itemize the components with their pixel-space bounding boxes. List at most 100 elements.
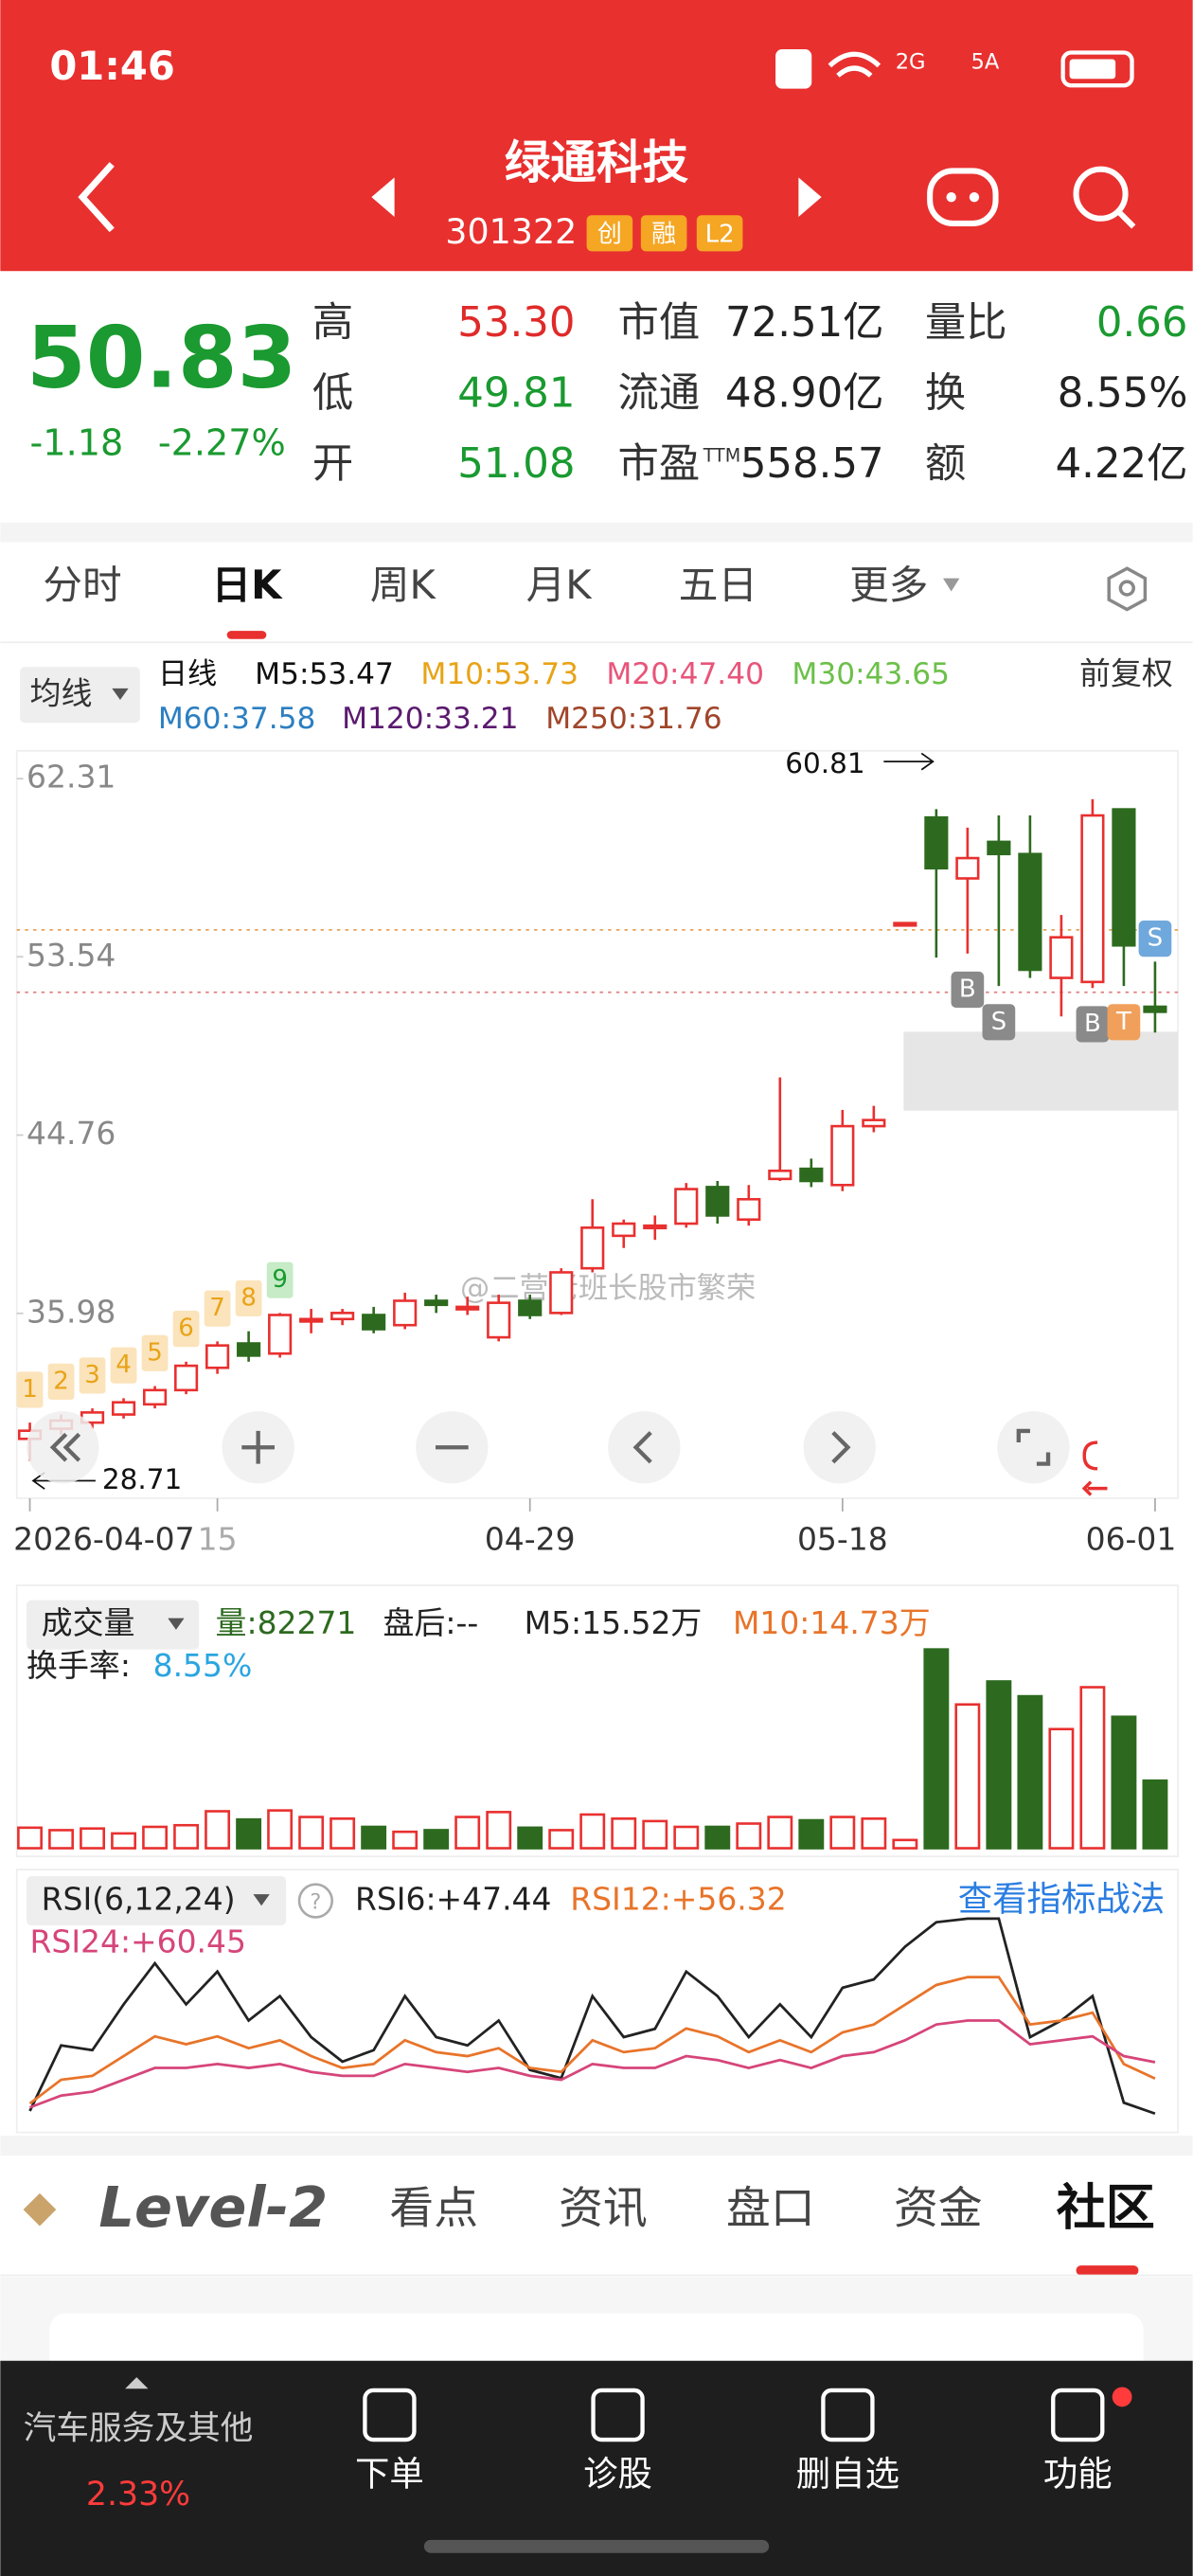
tab[interactable]: 日K [212,562,284,608]
stats: 高 53.30 市值 72.51亿 量比 0.66 低 49.81 流通 48.90亿换 8.55%… [312,299,1188,488]
volume-bar [267,1809,294,1850]
panel-title: 成交量 [42,1604,135,1641]
volume-bar [642,1819,668,1850]
volume-bar [611,1817,637,1850]
search-icon[interactable] [1073,166,1136,229]
candle-body [893,921,917,927]
stat-label: 低 [312,370,353,418]
stat-label: 市盈 [618,440,701,488]
nav-icon[interactable] [591,2388,645,2442]
scroll-right-icon [831,1431,851,1464]
reset-icon[interactable] [1081,1440,1108,1496]
nav-icon[interactable] [363,2388,417,2442]
turnover: 8.55% [153,1647,253,1684]
sequence-label: 7 [209,1294,225,1322]
nav-label[interactable]: 删自选 [796,2454,899,2495]
tab[interactable]: 分时 [43,562,121,608]
y-tick-label: 62.31 [27,759,116,796]
trade-marker [982,1004,1016,1041]
candle-body [674,1188,699,1225]
chart-controls [27,1411,1108,1496]
candle-body [705,1186,730,1217]
candle-body [518,1299,543,1316]
volume-bar [173,1823,200,1850]
volume-bar [423,1829,450,1850]
settings-icon[interactable] [1107,566,1148,612]
bottom-tab[interactable]: 看点 [389,2183,478,2234]
candle-body [362,1314,386,1331]
help-icon[interactable] [297,1883,334,1919]
sequence-label: 6 [178,1315,194,1343]
legend-entry: 日线 [158,657,217,691]
legend-button[interactable] [20,667,140,724]
nav-label[interactable]: 下单 [355,2454,424,2495]
trade-marker-label: B [959,975,976,1004]
badge-bg [586,215,633,252]
candle-body [1112,808,1136,947]
candle-body [299,1317,324,1323]
candle-body [1143,1005,1167,1013]
legend-entry: M10:14.73万 [733,1604,931,1641]
y-tick-label: 35.98 [27,1293,116,1330]
bottom-tab[interactable]: 社区 [1057,2180,1155,2237]
y-tick-label: 53.54 [27,937,116,974]
brand-tab[interactable]: Level-2 [98,2174,328,2240]
stat-label: 额 [925,440,966,488]
candle-body [205,1344,230,1369]
fast-back[interactable] [27,1411,99,1484]
sector-name[interactable]: 汽车服务及其他 [24,2410,254,2448]
candle-body [799,1167,824,1183]
badge: 融 [651,221,676,249]
legend-entry: M60:37.58 [158,702,316,736]
bottom-tab[interactable]: 资讯 [559,2183,648,2234]
candle-body [330,1312,355,1321]
prev-stock[interactable] [371,177,395,217]
badge-dot [1112,2387,1132,2407]
tab[interactable]: 五日 [679,562,757,608]
candle-body [1049,936,1074,979]
y-tick-label: 44.76 [27,1115,116,1152]
x-tick-label: 06-01 [1086,1521,1177,1558]
scroll-left[interactable] [608,1411,681,1484]
volume-bar [923,1648,950,1850]
time: 01:46 [49,43,175,89]
back-button[interactable] [78,162,115,233]
robot-icon[interactable] [927,168,999,226]
nav-label[interactable]: 功能 [1043,2454,1113,2495]
legend-button-label: 均线 [30,674,93,711]
bottom-tab[interactable]: 盘口 [726,2183,815,2234]
tab[interactable]: 月K [526,562,594,608]
candle-body [268,1314,293,1355]
volume-bar [736,1822,762,1850]
stat-label: 换 [925,370,966,418]
adjust[interactable]: 前复权 [1079,654,1173,691]
volume-bar [517,1826,543,1850]
sequence-bg [266,1261,294,1298]
dropdown [168,1618,185,1630]
candle-body [987,840,1011,856]
tab[interactable]: 周K [370,562,437,608]
candle-body [424,1299,449,1307]
legend-button[interactable] [27,1600,200,1650]
indicator-link[interactable]: 查看指标战法 [958,1879,1165,1920]
scroll-right[interactable] [803,1411,876,1484]
tabs: 分时 日K 周K 月K 五日 更多 [43,562,960,639]
fullscreen[interactable] [997,1411,1070,1484]
sequence-bg [16,1371,44,1408]
legend-button[interactable] [27,1876,287,1926]
volume-bar [361,1825,387,1850]
battery [1060,50,1134,88]
legend-entry: M5:15.52万 [525,1604,703,1641]
stat-label: 开 [312,440,353,488]
volume-bar [548,1829,575,1850]
bottom-tab[interactable]: 资金 [894,2183,983,2234]
volume-bar [1142,1779,1168,1850]
nav-icon[interactable] [821,2388,875,2442]
next-stock[interactable] [798,177,822,217]
nav-label[interactable]: 诊股 [583,2454,652,2495]
turnover-label: 换手率: [27,1647,131,1684]
tab[interactable]: 更多 [849,562,928,608]
badges: 创 融 L2 [586,215,743,252]
nav-icon[interactable] [1051,2388,1105,2442]
stat-value: 51.08 [457,440,575,488]
